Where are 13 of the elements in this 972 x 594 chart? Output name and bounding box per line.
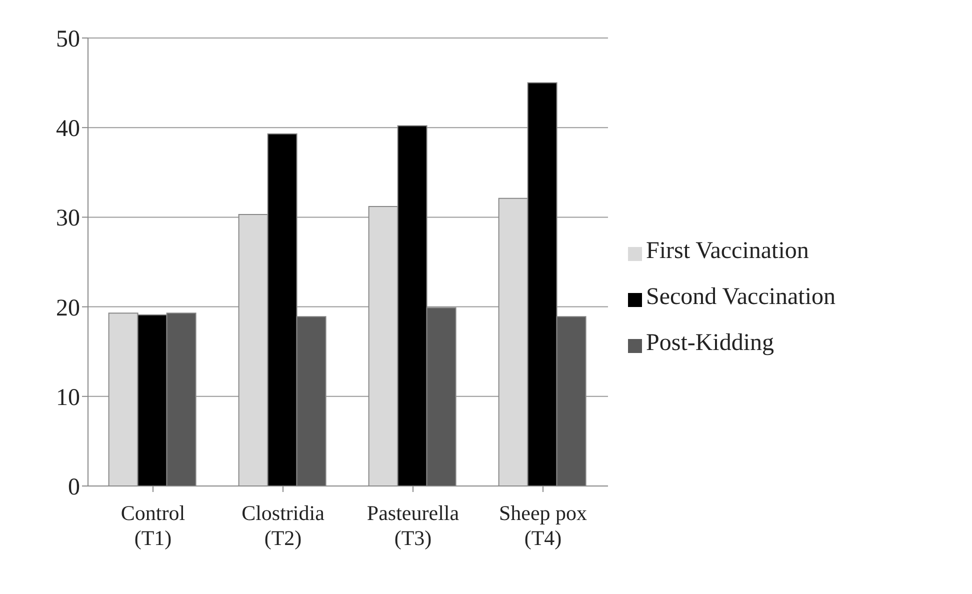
x-tick-label: Pasteurella (T3) [366,501,460,550]
y-tick-label: 50 [56,26,80,53]
y-tick-label: 20 [56,295,80,322]
x-tick-label: Sheep pox (T4) [498,501,588,550]
legend-label: First Vaccination [646,238,809,264]
y-tick-label: 30 [56,206,80,232]
x-tick-label: Control (T1) [120,501,186,550]
y-tick-label: 0 [68,474,80,501]
y-tick-label: 40 [56,116,80,142]
y-tick-label: 10 [56,384,80,411]
legend-label: Second Vaccination [646,284,836,310]
legend-label: Post-Kidding [646,330,774,356]
x-tick-label: Clostridia (T2) [242,501,326,550]
